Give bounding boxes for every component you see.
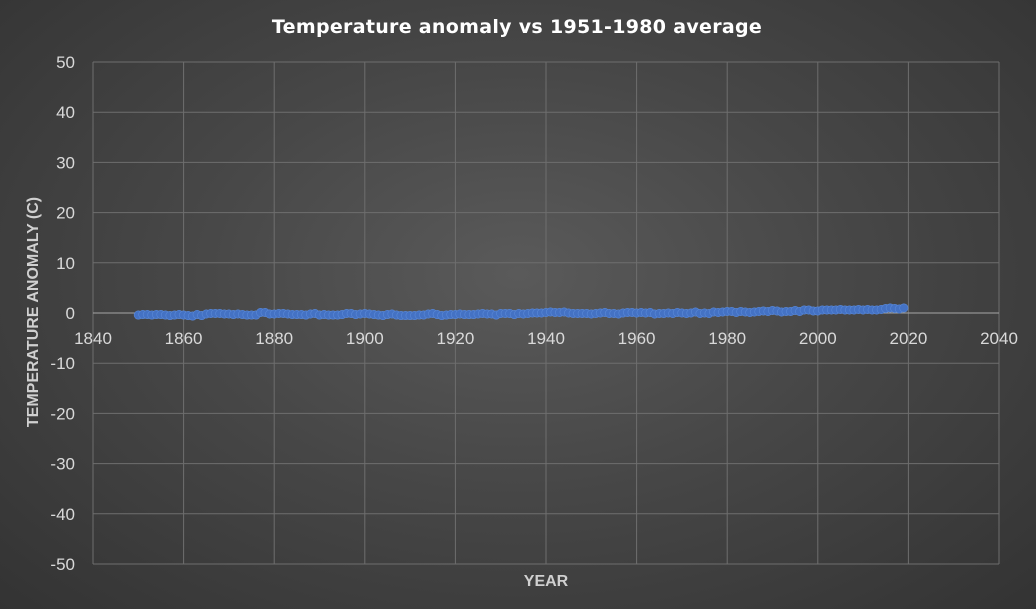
x-tick-label: 1980: [708, 329, 746, 348]
y-tick-label: -30: [50, 455, 75, 474]
y-tick-label: 40: [56, 103, 75, 122]
chart-title: Temperature anomaly vs 1951-1980 average: [272, 16, 762, 38]
y-tick-label: 0: [66, 304, 75, 323]
y-tick-label: -20: [50, 404, 75, 423]
x-tick-label: 1960: [618, 329, 656, 348]
y-tick-label: 50: [56, 53, 75, 72]
data-point: [899, 303, 909, 313]
y-tick-label: -40: [50, 505, 75, 524]
x-tick-label: 2040: [980, 329, 1018, 348]
x-tick-label: 1840: [74, 329, 112, 348]
x-tick-label: 1900: [346, 329, 384, 348]
y-axis-title: TEMPERATURE ANOMALY (C): [25, 197, 42, 427]
x-axis-tick-labels: 1840 1860 1880 1900 1920 1940 1960 1980 2000 2020…: [74, 329, 1018, 348]
y-tick-label: 10: [56, 254, 75, 273]
x-tick-label: 2020: [889, 329, 927, 348]
x-tick-label: 1860: [165, 329, 203, 348]
x-axis-title: YEAR: [524, 573, 569, 590]
y-tick-label: -50: [50, 555, 75, 574]
x-tick-label: 1940: [527, 329, 565, 348]
y-tick-label: -10: [50, 354, 75, 373]
data-points: [133, 303, 909, 321]
y-axis-tick-labels: 50 40 30 20 10 0 -10 -20 -30 -40 -50: [50, 53, 75, 574]
y-tick-label: 20: [56, 204, 75, 223]
x-tick-label: 1880: [255, 329, 293, 348]
x-tick-label: 2000: [799, 329, 837, 348]
y-tick-label: 30: [56, 153, 75, 172]
x-tick-label: 1920: [436, 329, 474, 348]
